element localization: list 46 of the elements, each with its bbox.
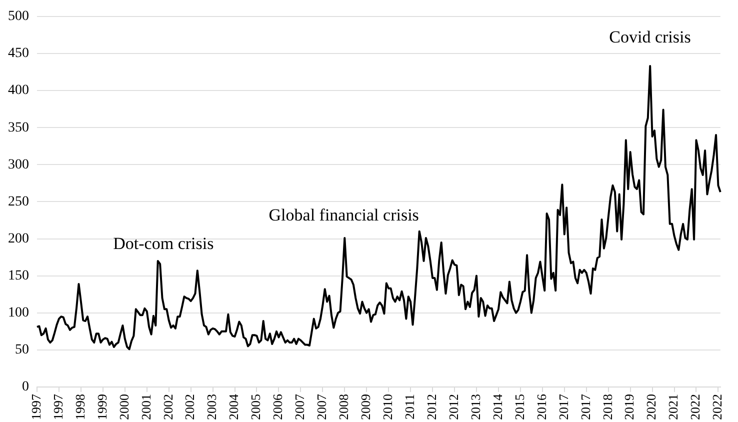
x-tick-label: 2018 bbox=[600, 394, 615, 420]
y-tick-label: 500 bbox=[8, 9, 29, 24]
x-tick-label: 2002 bbox=[160, 394, 176, 420]
y-tick-label: 350 bbox=[8, 120, 29, 136]
x-tick-label: 2019 bbox=[622, 394, 637, 420]
annotation: Dot-com crisis bbox=[113, 234, 214, 253]
y-tick-label: 450 bbox=[8, 46, 29, 62]
x-tick-label: 2010 bbox=[380, 394, 396, 420]
x-tick-label: 2012 bbox=[424, 394, 439, 420]
x-tick-label: 1999 bbox=[94, 394, 110, 420]
y-tick-label: 50 bbox=[15, 342, 29, 358]
x-tick-label: 2011 bbox=[402, 394, 417, 420]
x-tick-label: 2022 bbox=[688, 394, 703, 420]
x-tick-label: 2014 bbox=[490, 394, 505, 420]
x-tick-label: 2000 bbox=[116, 394, 132, 420]
x-tick-label: 2004 bbox=[226, 394, 242, 420]
x-tick-label: 2009 bbox=[358, 394, 374, 420]
y-tick-label: 250 bbox=[8, 194, 29, 210]
x-tick-label: 2006 bbox=[270, 394, 286, 420]
x-tick-label: 2003 bbox=[204, 394, 220, 420]
x-tick-label: 1997 bbox=[50, 394, 66, 420]
x-tick-label: 2021 bbox=[666, 394, 681, 420]
x-tick-label: 2001 bbox=[138, 394, 154, 420]
y-tick-label: 300 bbox=[8, 157, 29, 172]
x-tick-label: 2008 bbox=[336, 394, 352, 420]
x-tick-label: 2012 bbox=[446, 394, 461, 420]
annotation: Covid crisis bbox=[609, 28, 691, 47]
x-tick-label: 2016 bbox=[534, 394, 549, 420]
y-tick-label: 200 bbox=[8, 231, 29, 246]
y-tick-label: 150 bbox=[8, 268, 29, 284]
x-tick-label: 2013 bbox=[468, 394, 483, 420]
x-tick-label: 2015 bbox=[512, 394, 527, 420]
y-tick-label: 400 bbox=[8, 83, 29, 98]
x-tick-label: 2007 bbox=[292, 394, 308, 420]
x-tick-label: 1997 bbox=[28, 394, 44, 420]
x-tick-label: 2017 bbox=[578, 394, 593, 420]
annotation: Global financial crisis bbox=[268, 206, 419, 225]
y-tick-label: 0 bbox=[22, 380, 29, 395]
x-tick-label: 1998 bbox=[72, 394, 88, 420]
y-tick-label: 100 bbox=[8, 306, 29, 321]
x-tick-label: 2022 bbox=[710, 394, 725, 420]
x-tick-label: 2020 bbox=[644, 394, 659, 420]
x-tick-label: 2005 bbox=[248, 394, 264, 420]
x-tick-label: 2002 bbox=[182, 394, 198, 420]
x-tick-label: 2007 bbox=[314, 394, 330, 420]
x-tick-label: 2017 bbox=[556, 394, 571, 420]
